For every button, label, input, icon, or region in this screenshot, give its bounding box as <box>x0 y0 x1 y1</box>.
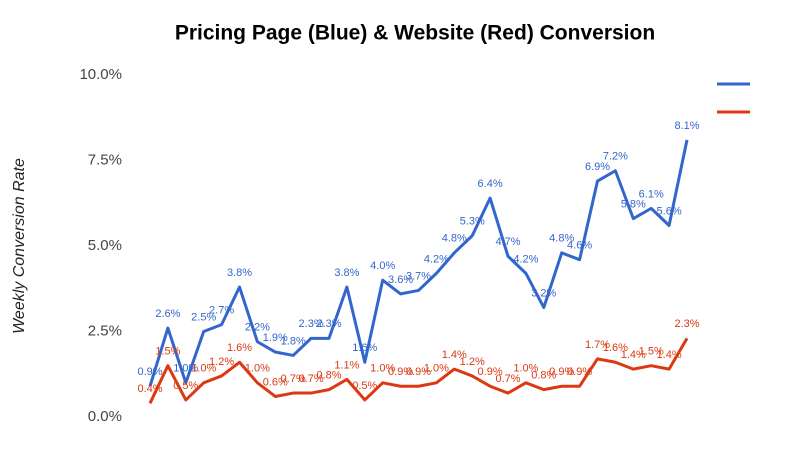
data-label: 0.9% <box>549 366 574 378</box>
data-label: 1.8% <box>281 335 306 347</box>
data-label: 3.7% <box>406 270 431 282</box>
data-label: 2.3% <box>674 318 699 330</box>
data-label: 0.8% <box>531 370 556 382</box>
y-tick-label: 5.0% <box>88 237 122 254</box>
data-label: 1.0% <box>245 363 270 375</box>
data-label: 1.4% <box>621 349 646 361</box>
data-label: 1.0% <box>513 363 538 375</box>
series-line <box>148 139 689 387</box>
data-label: 4.2% <box>424 253 449 265</box>
data-label: 2.3% <box>299 318 324 330</box>
data-label: 7.2% <box>603 151 628 163</box>
data-label: 5.6% <box>657 205 682 217</box>
data-label: 3.8% <box>334 267 359 279</box>
data-label: 4.2% <box>513 253 538 265</box>
data-label: 0.5% <box>173 380 198 392</box>
data-label: 2.6% <box>155 308 180 320</box>
data-label: 1.5% <box>155 346 180 358</box>
chart-title: Pricing Page (Blue) & Website (Red) Conv… <box>175 22 655 45</box>
data-label: 1.0% <box>424 363 449 375</box>
data-label: 6.1% <box>639 188 664 200</box>
y-tick-label: 2.5% <box>88 322 122 339</box>
data-label: 5.3% <box>460 216 485 228</box>
data-label: 1.2% <box>460 356 485 368</box>
data-label: 4.8% <box>549 233 574 245</box>
data-label: 0.9% <box>406 366 431 378</box>
data-label: 2.5% <box>191 311 216 323</box>
y-tick-label: 10.0% <box>79 66 122 83</box>
data-label: 3.8% <box>227 267 252 279</box>
data-label: 4.8% <box>442 233 467 245</box>
data-label: 2.3% <box>316 318 341 330</box>
data-label: 4.0% <box>370 260 395 272</box>
data-label: 1.5% <box>639 346 664 358</box>
data-label: 0.5% <box>352 380 377 392</box>
data-label: 1.6% <box>352 342 377 354</box>
data-label: 1.4% <box>442 349 467 361</box>
data-label: 1.0% <box>191 363 216 375</box>
data-label: 0.8% <box>316 370 341 382</box>
data-label: 0.9% <box>478 366 503 378</box>
data-label: 0.4% <box>137 383 162 395</box>
data-label: 3.2% <box>531 287 556 299</box>
data-label: 1.9% <box>263 332 288 344</box>
data-label: 4.7% <box>495 236 520 248</box>
data-label: 1.7% <box>585 339 610 351</box>
data-label: 2.7% <box>209 305 234 317</box>
data-label: 4.6% <box>567 240 592 252</box>
data-label: 0.9% <box>137 366 162 378</box>
data-label: 5.8% <box>621 199 646 211</box>
data-label: 0.9% <box>388 366 413 378</box>
data-label: 0.6% <box>263 376 288 388</box>
data-label: 8.1% <box>674 120 699 132</box>
data-label: 1.0% <box>173 363 198 375</box>
y-axis-label: Weekly Conversion Rate <box>11 158 28 334</box>
data-label: 3.6% <box>388 274 413 286</box>
y-tick-label: 7.5% <box>88 151 122 168</box>
data-label: 0.7% <box>299 373 324 385</box>
data-label: 6.4% <box>478 178 503 190</box>
data-label: 2.2% <box>245 322 270 334</box>
data-label: 1.2% <box>209 356 234 368</box>
data-label: 6.9% <box>585 161 610 173</box>
series-line <box>148 337 689 404</box>
data-label: 1.4% <box>657 349 682 361</box>
data-label: 1.6% <box>603 342 628 354</box>
data-label: 0.7% <box>495 373 520 385</box>
data-label: 0.9% <box>567 366 592 378</box>
data-label: 0.7% <box>281 373 306 385</box>
data-label: 1.0% <box>370 363 395 375</box>
y-tick-label: 0.0% <box>88 408 122 425</box>
data-label: 1.6% <box>227 342 252 354</box>
data-label: 1.1% <box>334 359 359 371</box>
